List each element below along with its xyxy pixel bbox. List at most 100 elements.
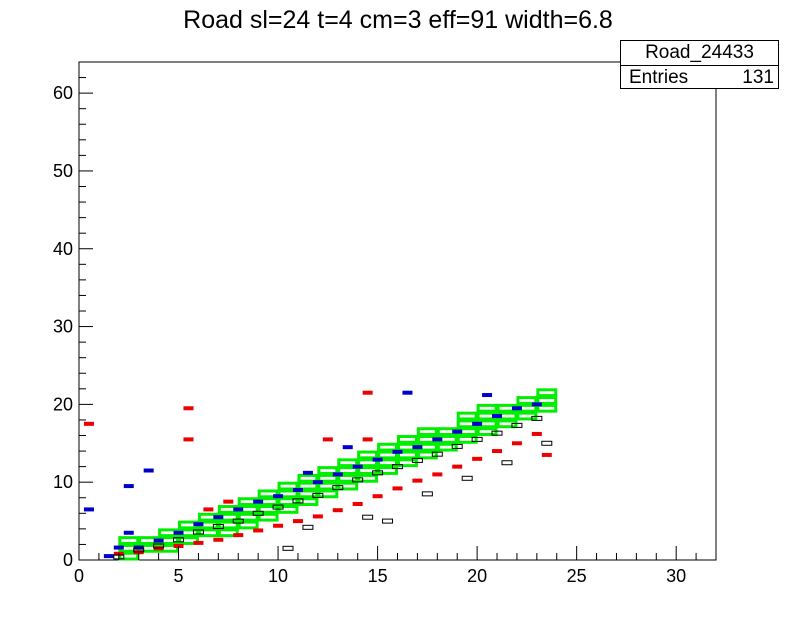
hit-black [153, 543, 165, 549]
hit-blue [312, 480, 323, 485]
road-bin [277, 481, 299, 491]
hit-black [421, 491, 433, 497]
hit-blue [292, 487, 303, 492]
hit-red [362, 390, 373, 395]
hit-black [511, 422, 523, 428]
hit-blue [511, 406, 522, 411]
hit-blue [123, 484, 134, 489]
road-bin [237, 520, 259, 530]
axes: 0 5 10 15 20 25 30 0 10 20 30 40 50 60 [53, 61, 717, 586]
road-bin [257, 512, 279, 522]
hit-black [352, 477, 364, 483]
hit-red [312, 514, 323, 519]
y-tick-label: 50 [53, 161, 73, 181]
hit-black [192, 529, 204, 535]
road-bin [317, 473, 339, 483]
hit-black [133, 547, 145, 553]
x-tick-label: 25 [567, 566, 587, 586]
hit-black [431, 451, 443, 457]
road-bin [297, 497, 319, 507]
road-bin [456, 435, 478, 444]
hit-black [362, 514, 374, 520]
hit-black [292, 498, 304, 504]
hit-blue [213, 515, 224, 520]
hit-red [173, 543, 184, 548]
road-bin [277, 497, 299, 507]
road-bin [118, 551, 140, 561]
hit-black [372, 470, 384, 476]
road-bin [377, 458, 398, 468]
hit-blue [392, 449, 403, 454]
road-bin [197, 528, 219, 538]
hit-black [282, 545, 294, 551]
hit-red [203, 507, 214, 512]
hit-blue [123, 530, 134, 535]
x-tick-label: 30 [666, 566, 686, 586]
stats-name: Road_24433 [621, 41, 778, 66]
y-tick-label: 10 [53, 472, 73, 492]
road-bin [357, 458, 379, 468]
hit-black [332, 485, 344, 491]
hit-blue [103, 554, 114, 559]
hit-red [183, 437, 194, 442]
hit-red [531, 431, 542, 436]
hit-black [392, 464, 403, 470]
hit-blue [432, 437, 443, 442]
hit-black [411, 457, 423, 463]
hit-black [252, 510, 264, 516]
road-bin [217, 528, 239, 538]
hit-black [382, 518, 394, 524]
hit-blue [302, 470, 313, 475]
road-bin [536, 396, 558, 405]
hit-blue [452, 429, 463, 434]
hit-blue [531, 402, 542, 407]
hit-red [233, 533, 244, 538]
hit-markers [83, 390, 553, 560]
road-bin [337, 466, 359, 475]
hit-black [461, 475, 473, 481]
hit-blue [173, 530, 184, 535]
hit-red [362, 437, 373, 442]
stats-entries-value: 131 [742, 67, 774, 88]
hit-black [302, 524, 314, 530]
road-bin [536, 403, 558, 413]
hit-black [212, 524, 224, 530]
road-bin [416, 427, 438, 436]
hit-red [412, 478, 423, 483]
road-bin [456, 411, 478, 421]
x-tick-label: 20 [467, 566, 487, 586]
hit-blue [412, 445, 423, 450]
hit-red [372, 494, 383, 499]
road-bin [397, 450, 418, 460]
road-bin [297, 473, 319, 483]
x-tick-label: 0 [74, 566, 84, 586]
hit-red [511, 441, 522, 446]
road-bin [436, 442, 458, 452]
hit-black [471, 436, 483, 442]
hit-blue [273, 494, 284, 499]
hit-blue [342, 445, 353, 450]
road-bin [297, 481, 319, 491]
road-bin [317, 466, 339, 475]
road-bin [357, 450, 379, 460]
hit-red [332, 508, 343, 513]
hit-red [492, 449, 503, 454]
road-bin [416, 450, 438, 460]
road-bin [118, 536, 140, 545]
stats-box: Road_24433 Entries 131 [620, 40, 779, 89]
stats-entries-label: Entries [629, 67, 689, 88]
stats-entries-row: Entries 131 [621, 66, 778, 90]
road-bin [377, 442, 398, 452]
hit-blue [332, 472, 343, 477]
hit-black [491, 430, 503, 436]
hit-blue [402, 390, 413, 395]
hit-blue [233, 507, 244, 512]
road-bin [536, 388, 558, 398]
hit-blue [482, 393, 493, 398]
hit-black [451, 443, 463, 449]
hit-red [541, 452, 552, 457]
hit-blue [472, 421, 483, 426]
hit-black [173, 537, 185, 543]
hit-red [292, 519, 303, 524]
